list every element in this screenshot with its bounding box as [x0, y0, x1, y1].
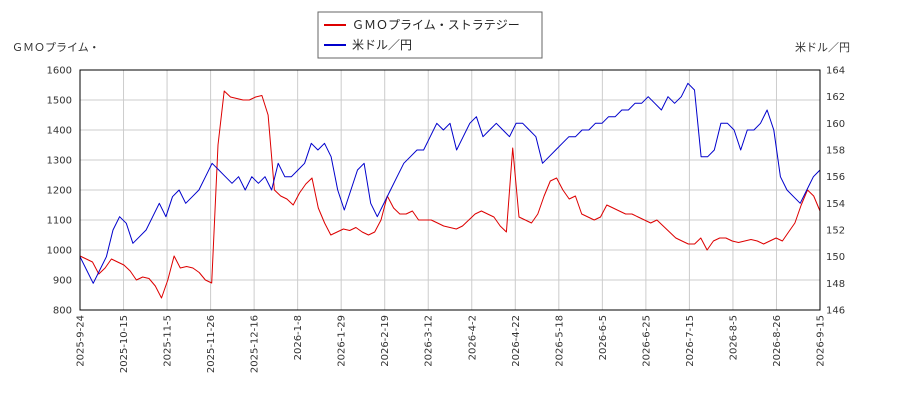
- right-axis-title: 米ドル／円: [795, 41, 850, 54]
- x-tick-label: 2025-9-24: [76, 315, 87, 367]
- x-tick-label: 2025-10-15: [119, 315, 130, 373]
- left-tick-label: 800: [53, 306, 72, 317]
- left-tick-label: 1200: [47, 186, 72, 197]
- x-tick-label: 2026-9-15: [816, 315, 827, 367]
- legend-box: [317, 11, 543, 59]
- left-tick-label: 1400: [47, 126, 72, 137]
- x-tick-label: 2025-11-26: [206, 315, 217, 373]
- x-tick-label: 2026-5-18: [554, 315, 565, 367]
- right-tick-label: 154: [826, 199, 845, 210]
- left-tick-label: 900: [53, 276, 72, 287]
- right-axis-ticks: 146 148 150 152 154 156 158 160 162 164: [826, 66, 845, 317]
- left-axis-title: ＧＭＯプライム・: [12, 41, 100, 54]
- x-tick-label: 2026-6-25: [641, 315, 652, 367]
- x-tick-label: 2026-4-22: [511, 315, 522, 367]
- plot-frame: [79, 69, 821, 311]
- x-axis-ticks: 2025-9-24 2025-10-15 2025-11-5 2025-11-26 20…: [76, 315, 827, 373]
- legend-label-gmo: ＧＭＯプライム・ストラテジー: [352, 18, 520, 32]
- series-line-usdjpy: [79, 82, 821, 284]
- legend-label-usdjpy: 米ドル／円: [352, 38, 412, 52]
- right-tick-label: 158: [826, 146, 845, 157]
- x-tick-label: 2026-1-8: [293, 315, 304, 360]
- legend: ＧＭＯプライム・ストラテジー 米ドル／円: [317, 11, 543, 59]
- right-tick-label: 148: [826, 279, 845, 290]
- right-tick-label: 146: [826, 306, 845, 317]
- left-tick-label: 1300: [47, 156, 72, 167]
- right-tick-label: 152: [826, 226, 845, 237]
- x-tick-label: 2026-1-29: [337, 315, 348, 367]
- right-tick-label: 160: [826, 119, 845, 130]
- right-tick-label: 150: [826, 252, 845, 263]
- left-tick-label: 1500: [47, 96, 72, 107]
- x-tick-label: 2026-4-2: [467, 315, 478, 360]
- left-tick-label: 1100: [47, 216, 72, 227]
- series-lines: [79, 82, 821, 299]
- x-tick-label: 2026-6-5: [598, 315, 609, 360]
- right-tick-label: 162: [826, 92, 845, 103]
- x-tick-label: 2025-12-16: [250, 315, 261, 373]
- x-tick-label: 2026-3-12: [424, 315, 435, 367]
- series-line-gmo: [79, 90, 821, 299]
- left-tick-label: 1600: [47, 66, 72, 77]
- right-tick-label: 156: [826, 172, 845, 183]
- left-tick-label: 1000: [47, 246, 72, 257]
- x-tick-label: 2026-8-5: [728, 315, 739, 360]
- x-tick-label: 2026-8-26: [772, 315, 783, 367]
- x-tick-label: 2026-7-15: [685, 315, 696, 367]
- x-tick-label: 2026-2-19: [380, 315, 391, 367]
- x-tick-label: 2025-11-5: [163, 315, 174, 367]
- right-tick-label: 164: [826, 66, 845, 77]
- left-axis-ticks: 800 900 1000 1100 1200 1300 1400 1500 1600: [47, 66, 72, 317]
